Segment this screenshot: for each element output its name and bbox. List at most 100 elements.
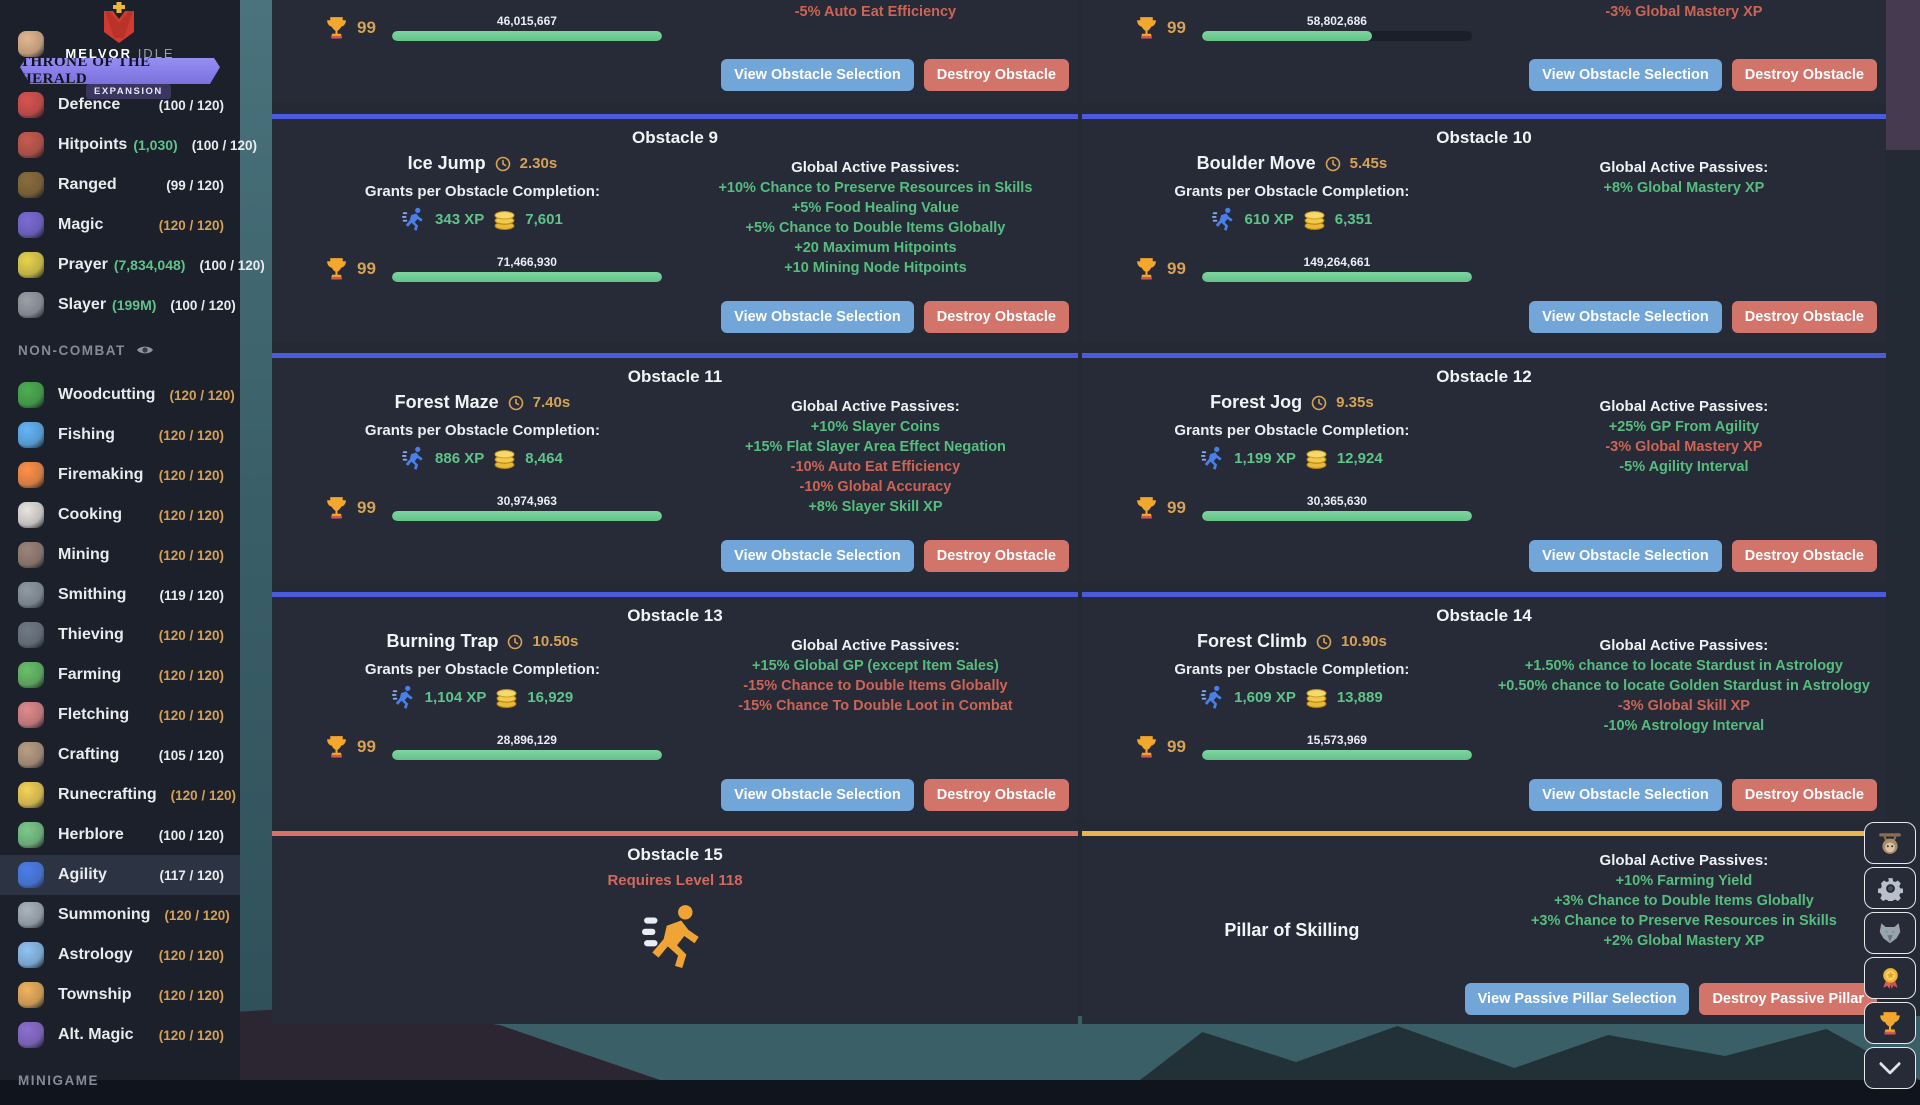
sidebar-item-farming[interactable]: Farming (120 / 120) [0, 655, 240, 695]
sidebar-item-thieving[interactable]: Thieving (120 / 120) [0, 615, 240, 655]
obstacle-xp-value: 1,104 XP [424, 688, 487, 706]
sidebar-item-prayer[interactable]: Prayer (7,834,048) (100 / 120) [0, 245, 265, 285]
sidebar-item-fletching[interactable]: Fletching (120 / 120) [0, 695, 240, 735]
sidebar-item-summoning[interactable]: Summoning (120 / 120) [0, 895, 240, 935]
sidebar-item-magic[interactable]: Magic (120 / 120) [0, 205, 240, 245]
mastery-medal-button[interactable] [1864, 957, 1916, 999]
sloth-button[interactable] [1864, 822, 1916, 864]
destroy-passive-pillar-button[interactable]: Destroy Passive Pillar [1699, 983, 1877, 1015]
settings-gear-button[interactable] [1864, 867, 1916, 909]
section-label: NON-COMBAT [18, 342, 126, 358]
view-obstacle-selection-button[interactable]: View Obstacle Selection [721, 301, 914, 333]
obstacle-name: Forest Climb [1196, 631, 1307, 651]
skill-label: Slayer [58, 296, 107, 313]
obstacle-gp-value: 16,929 [527, 688, 574, 706]
destroy-obstacle-button[interactable]: Destroy Obstacle [1731, 301, 1877, 333]
destroy-obstacle-button[interactable]: Destroy Obstacle [1731, 779, 1877, 811]
mastery-xp-value: 71,466,930 [496, 255, 557, 269]
passive-effect: +0.50% chance to locate Golden Stardust … [1497, 678, 1870, 694]
view-obstacle-selection-button[interactable]: View Obstacle Selection [1529, 59, 1722, 91]
destroy-obstacle-button[interactable]: Destroy Obstacle [923, 540, 1069, 572]
destroy-obstacle-button[interactable]: Destroy Obstacle [1731, 59, 1877, 91]
passives-list: +10% Slayer Coins +15% Flat Slayer Area E… [683, 419, 1068, 515]
view-passive-pillar-selection-button[interactable]: View Passive Pillar Selection [1464, 983, 1690, 1015]
skill-label: Crafting [58, 746, 120, 763]
obstacle-heading: Obstacle 14 [1436, 606, 1532, 625]
ranged-icon [18, 172, 44, 198]
obstacle-interval: 7.40s [532, 394, 571, 411]
skill-levels: (120 / 120) [158, 627, 224, 643]
obstacle-gp-value: 7,601 [525, 210, 563, 228]
mastery-progress-bar [1201, 31, 1472, 41]
destroy-obstacle-button[interactable]: Destroy Obstacle [1731, 540, 1877, 572]
mastery-trophy-icon [327, 258, 346, 280]
sidebar-item-alt-magic[interactable]: Alt. Magic (120 / 120) [0, 1015, 240, 1055]
sidebar-item-smithing[interactable]: Smithing (119 / 120) [0, 575, 240, 615]
sidebar-item-skill[interactable] [0, 24, 240, 64]
view-obstacle-selection-button[interactable]: View Obstacle Selection [721, 779, 914, 811]
obstacle-card: Obstacle 10 Boulder Move 5.45s Grants pe… [1082, 114, 1886, 342]
obstacle-card: Obstacle 11 Forest Maze 7.40s Grants per… [272, 353, 1078, 581]
sidebar-item-woodcutting[interactable]: Woodcutting (120 / 120) [0, 375, 240, 415]
sidebar-item-mining[interactable]: Mining (120 / 120) [0, 535, 240, 575]
passives-title: Global Active Passives: [1599, 637, 1769, 654]
collapse-chevron-button[interactable] [1864, 1047, 1916, 1089]
agility-runner-icon [402, 446, 423, 470]
skill-label: Defence [58, 96, 121, 113]
view-obstacle-selection-button[interactable]: View Obstacle Selection [1529, 779, 1722, 811]
mastery-progress-bar [1201, 272, 1472, 282]
sidebar-item-township[interactable]: Township (120 / 120) [0, 975, 240, 1015]
sidebar-item-agility[interactable]: Agility (117 / 120) [0, 855, 240, 895]
passives-list: +8% Global Mastery XP [1492, 180, 1876, 196]
sidebar-item-hitpoints[interactable]: Hitpoints (1,030) (100 / 120) [0, 125, 257, 165]
interval-clock-icon [495, 156, 510, 171]
skill-label: Woodcutting [58, 386, 156, 403]
sidebar-item-firemaking[interactable]: Firemaking (120 / 120) [0, 455, 240, 495]
skill-sub-value: (1,030) [133, 137, 178, 153]
sidebar-item-herblore[interactable]: Herblore (100 / 120) [0, 815, 240, 855]
astrology-icon [18, 942, 44, 968]
skill-levels: (120 / 120) [158, 947, 224, 963]
sidebar-item-cooking[interactable]: Cooking (120 / 120) [0, 495, 240, 535]
completion-trophy-icon [1877, 1010, 1903, 1036]
skill-levels: (117 / 120) [159, 867, 224, 883]
sidebar-item-astrology[interactable]: Astrology (120 / 120) [0, 935, 240, 975]
destroy-obstacle-button[interactable]: Destroy Obstacle [923, 301, 1069, 333]
agility-runner-icon [1211, 207, 1233, 231]
view-obstacle-selection-button[interactable]: View Obstacle Selection [1529, 540, 1722, 572]
mastery-medal-icon [1878, 966, 1903, 991]
view-obstacle-selection-button[interactable]: View Obstacle Selection [1529, 301, 1722, 333]
passives-list: +25% GP From Agility -3% Global Mastery X… [1492, 419, 1876, 475]
completion-trophy-button[interactable] [1864, 1002, 1916, 1044]
obstacle-heading: Obstacle 12 [1436, 367, 1532, 386]
sidebar-item-ranged[interactable]: Ranged (99 / 120) [0, 165, 240, 205]
skill-label: Prayer [58, 256, 108, 273]
sidebar-item-defence[interactable]: Defence (100 / 120) [0, 85, 240, 125]
crafting-icon [18, 742, 44, 768]
destroy-obstacle-button[interactable]: Destroy Obstacle [923, 59, 1069, 91]
sidebar-item-fishing[interactable]: Fishing (120 / 120) [0, 415, 240, 455]
cooking-icon [18, 502, 44, 528]
sidebar-item-slayer[interactable]: Slayer (199M) (100 / 120) [0, 285, 240, 325]
skill-levels: (120 / 120) [158, 1027, 224, 1043]
mastery-level: 99 [1167, 258, 1186, 278]
gp-coins-icon [1304, 210, 1325, 230]
sidebar-item-runecrafting[interactable]: Runecrafting (120 / 120) [0, 775, 240, 815]
obstacle-interval: 9.35s [1336, 394, 1374, 411]
view-obstacle-selection-button[interactable]: View Obstacle Selection [721, 59, 914, 91]
passive-effect: +10% Slayer Coins [810, 419, 941, 435]
mastery-trophy-icon [327, 17, 346, 39]
view-obstacle-selection-button[interactable]: View Obstacle Selection [721, 540, 914, 572]
passive-effect: -10% Auto Eat Efficiency [790, 459, 961, 475]
locked-obstacle-card: Obstacle 15 Requires Level 118 [272, 831, 1078, 1024]
grants-label: Grants per Obstacle Completion: [1174, 661, 1410, 678]
destroy-obstacle-button[interactable]: Destroy Obstacle [923, 779, 1069, 811]
mastery-xp-value: 46,015,667 [496, 14, 557, 28]
mastery-progress-bar [391, 511, 662, 521]
summoning-wolf-button[interactable] [1864, 912, 1916, 954]
visibility-eye-icon[interactable] [136, 344, 154, 356]
sidebar-item-crafting[interactable]: Crafting (105 / 120) [0, 735, 240, 775]
interval-clock-icon [508, 395, 523, 410]
passive-effect: +10 Mining Node Hitpoints [784, 260, 967, 276]
mastery-progress-bar [391, 31, 662, 41]
